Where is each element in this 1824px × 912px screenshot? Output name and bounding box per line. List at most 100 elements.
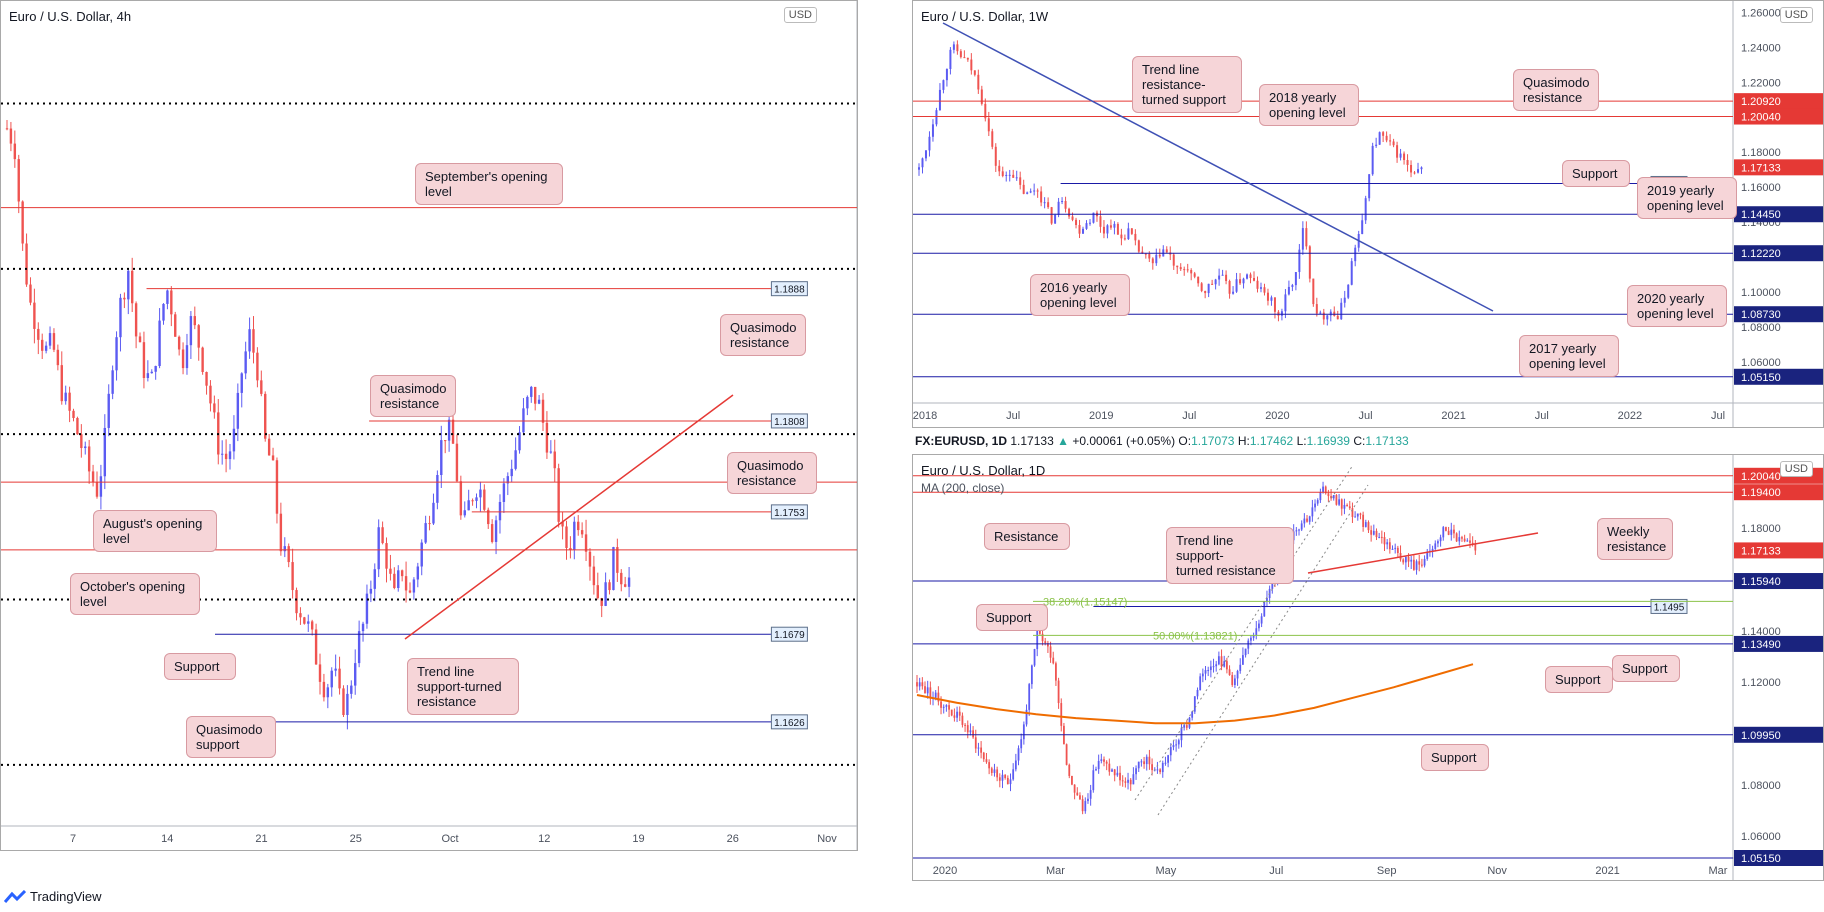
candle-body: [330, 670, 333, 688]
candle-body: [487, 509, 490, 525]
candle-body: [924, 150, 927, 159]
currency-badge[interactable]: USD: [1779, 7, 1813, 23]
currency-badge[interactable]: USD: [1779, 461, 1813, 477]
candle-body: [1392, 141, 1395, 146]
callout-support: Support: [164, 653, 236, 680]
candle-body: [1410, 164, 1413, 173]
callout-2019-yearly-opening: 2019 yearly opening level: [1637, 177, 1737, 219]
time-tick-label: 14: [161, 833, 173, 845]
candle-body: [1347, 284, 1350, 298]
candle-body: [1040, 191, 1043, 203]
candle-body: [471, 500, 474, 502]
candle-body: [1338, 499, 1340, 505]
candle-body: [1263, 601, 1266, 617]
candle-body: [522, 408, 525, 433]
candle-body: [1235, 279, 1238, 292]
candle-body: [248, 329, 251, 352]
candle-body: [934, 692, 937, 698]
chart-4h-panel[interactable]: 1.204001.202001.198001.196001.192001.188…: [0, 0, 858, 851]
time-tick-label: 21: [255, 833, 267, 845]
candle-body: [1050, 207, 1053, 224]
candle-body: [526, 396, 529, 409]
candle-body: [1426, 551, 1429, 559]
chart-4h-canvas[interactable]: 1.204001.202001.198001.196001.192001.188…: [1, 1, 858, 851]
candle-body: [1280, 311, 1283, 316]
candle-body: [1207, 283, 1210, 294]
ma-indicator-label[interactable]: MA (200, close): [921, 481, 1005, 495]
candle-body: [228, 451, 232, 460]
candle-body: [921, 682, 924, 687]
close-ohlc-value: 1.17133: [1365, 434, 1409, 448]
symbol-label[interactable]: FX:EURUSD, 1D: [915, 434, 1008, 448]
candle-body: [608, 582, 611, 591]
callout-2016-yearly-opening: 2016 yearly opening level: [1030, 274, 1130, 316]
chart-1w-canvas[interactable]: 1.260001.240001.220001.198001.180001.160…: [913, 1, 1824, 428]
candle-body: [961, 715, 964, 725]
candle-body: [1209, 666, 1212, 671]
candle-body: [623, 584, 627, 587]
candle-body: [977, 747, 980, 749]
candle-body: [1294, 272, 1297, 286]
candle-body: [174, 314, 177, 337]
candle-body: [1124, 781, 1127, 783]
price-axis-badge: [1734, 484, 1823, 501]
candle-body: [1193, 696, 1196, 712]
change-value: +0.00061 (+0.05%): [1072, 434, 1176, 448]
price-axis-badge-label: 1.05150: [1741, 853, 1781, 865]
chart-1d-panel[interactable]: 1.180001.160001.140001.120001.080001.060…: [912, 454, 1824, 881]
price-axis-badge: [1734, 306, 1823, 323]
level-value-box: [1650, 598, 1688, 614]
price-tick-label: 1.06000: [1741, 831, 1781, 843]
candle-body: [973, 70, 976, 75]
chart-1d-canvas[interactable]: 1.180001.160001.140001.120001.080001.060…: [913, 455, 1824, 881]
candle-body: [1242, 278, 1245, 284]
candle-body: [1259, 287, 1262, 289]
candle-body: [21, 201, 24, 244]
candle-body: [991, 131, 994, 147]
candle-body: [369, 588, 373, 594]
candle-body: [1260, 616, 1263, 624]
candle-body: [931, 124, 934, 137]
trendline-support-turned-resistance: [1307, 532, 1539, 574]
price-axis-badge: [1734, 726, 1823, 743]
candle-body: [131, 270, 134, 304]
candle-body: [1015, 177, 1018, 179]
candle-body: [1421, 564, 1423, 566]
callout-trendline-support-turned-resistance: Trend line support- turned resistance: [1166, 527, 1294, 584]
candle-body: [993, 769, 996, 773]
candle-body: [444, 440, 447, 442]
candle-body: [260, 380, 263, 394]
candle-body: [264, 393, 267, 439]
candle-body: [404, 576, 408, 591]
price-tick-label: 1.18000: [1741, 147, 1781, 159]
callout-2017-yearly-opening: 2017 yearly opening level: [1519, 335, 1619, 377]
callout-trendline-support-turned-resistance: Trend line support-turned resistance: [407, 658, 519, 715]
candle-body: [1001, 774, 1004, 781]
candle-body: [498, 501, 502, 521]
candle-body: [1332, 495, 1335, 499]
callout-quasimodo-resistance-1888: Quasimodo resistance: [720, 314, 806, 356]
candle-body: [1463, 538, 1466, 542]
candle-body: [1343, 297, 1346, 303]
tradingview-logo[interactable]: TradingView: [4, 889, 102, 904]
candle-body: [1404, 556, 1407, 563]
candle-body: [1175, 744, 1178, 746]
candle-body: [1033, 190, 1036, 192]
candle-body: [966, 725, 969, 733]
candle-body: [1075, 219, 1078, 226]
candle-body: [365, 593, 369, 624]
candle-body: [1329, 311, 1332, 316]
ma-200-line: [916, 663, 1474, 725]
candle-body: [397, 570, 400, 588]
candle-body: [1190, 270, 1193, 274]
candle-body: [1151, 764, 1153, 771]
candle-body: [1041, 633, 1044, 642]
currency-badge[interactable]: USD: [783, 7, 817, 23]
candle-body: [1396, 547, 1399, 554]
candle-body: [1327, 493, 1330, 497]
candle-body: [72, 410, 75, 419]
price-tick-label: 1.22000: [1741, 77, 1781, 89]
candle-body: [1375, 144, 1378, 146]
candle-body: [1109, 225, 1112, 228]
candle-body: [1061, 201, 1064, 203]
